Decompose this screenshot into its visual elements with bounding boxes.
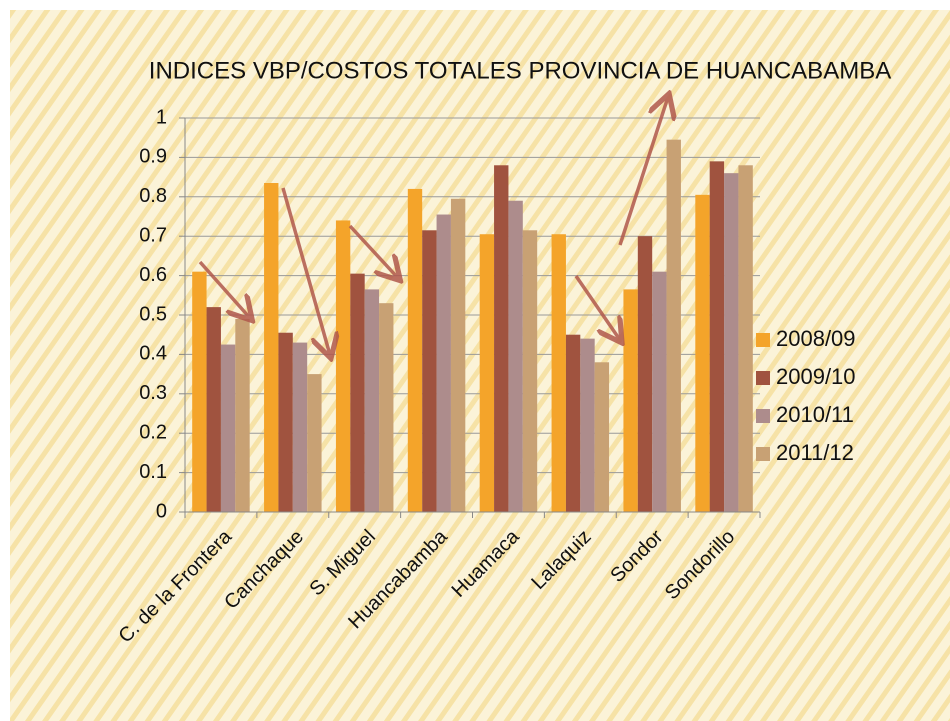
bar <box>623 289 638 512</box>
bar <box>695 194 710 512</box>
legend-swatch <box>756 371 770 385</box>
y-tick-label: 0.2 <box>139 421 167 443</box>
bar <box>379 303 394 512</box>
arrow <box>281 187 330 355</box>
y-tick-label: 0.7 <box>139 224 167 246</box>
arrow <box>574 275 620 340</box>
bar <box>594 362 610 512</box>
bar <box>565 334 581 512</box>
arrows <box>198 97 668 355</box>
bar <box>666 139 681 513</box>
y-tick-label: 0.8 <box>139 185 167 207</box>
bar <box>292 342 308 512</box>
bar <box>709 161 725 512</box>
bar <box>551 234 566 513</box>
legend-swatch <box>756 409 770 423</box>
bar <box>508 200 523 513</box>
bar <box>220 344 236 512</box>
bar <box>278 332 293 512</box>
bar <box>450 198 466 512</box>
bar <box>436 214 451 512</box>
bar <box>307 374 322 512</box>
legend-swatch <box>756 333 770 347</box>
legend-label: 2011/12 <box>776 440 854 465</box>
y-tick-label: 0.6 <box>139 264 167 286</box>
bar <box>494 165 509 512</box>
bar <box>264 183 279 512</box>
bar <box>637 236 653 512</box>
plot: 00.10.20.30.40.50.60.70.80.91C. de la Fr… <box>115 106 856 647</box>
bar <box>235 318 250 512</box>
legend-label: 2008/09 <box>776 326 856 351</box>
y-tick-label: 0.4 <box>139 343 167 365</box>
bar <box>335 220 351 512</box>
arrow <box>198 260 250 318</box>
bar <box>479 234 495 513</box>
legend-label: 2010/11 <box>776 402 854 427</box>
bar <box>350 273 365 512</box>
bar <box>422 230 437 513</box>
bar <box>580 338 595 512</box>
bar <box>192 271 207 512</box>
y-tick-label: 0.3 <box>139 382 167 404</box>
y-tick-label: 0.9 <box>139 146 167 168</box>
y-tick-label: 0 <box>156 500 167 522</box>
bar <box>724 173 739 512</box>
chart-title: INDICES VBP/COSTOS TOTALES PROVINCIA DE … <box>149 57 891 84</box>
y-tick-label: 0.1 <box>139 461 167 483</box>
bar <box>206 307 221 512</box>
bar <box>522 230 538 513</box>
bar <box>407 188 423 513</box>
legend-swatch <box>756 447 770 461</box>
y-tick-label: 0.5 <box>139 303 167 325</box>
bar <box>364 289 380 512</box>
y-tick-label: 1 <box>156 106 167 128</box>
bar <box>738 165 753 512</box>
arrow <box>618 97 668 246</box>
bar <box>652 271 667 512</box>
legend-label: 2009/10 <box>776 364 856 389</box>
arrow <box>348 224 398 278</box>
